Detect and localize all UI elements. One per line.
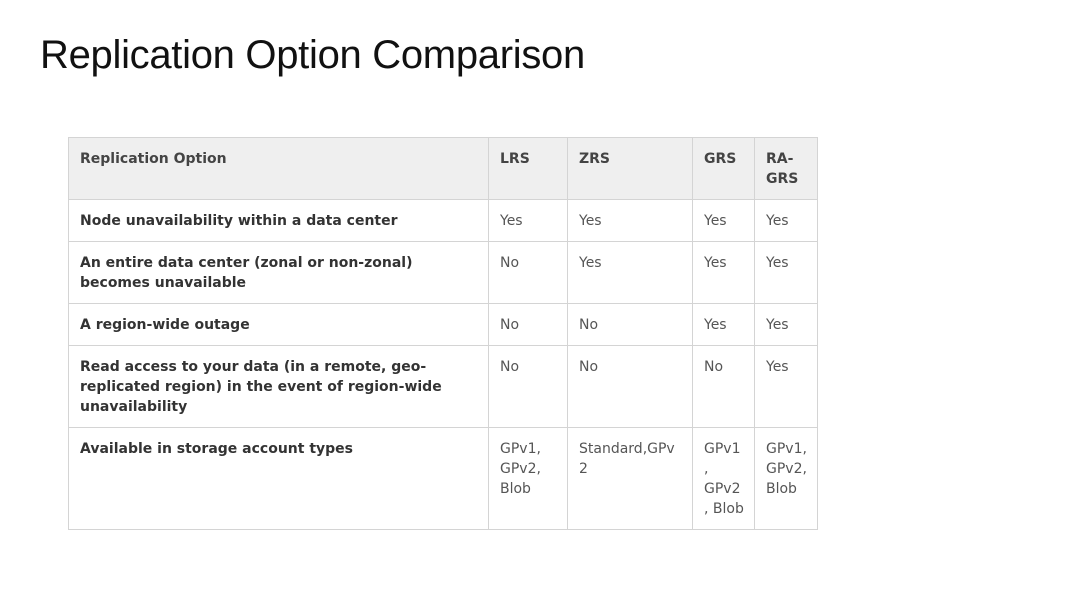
- column-header-replication-option: Replication Option: [68, 137, 489, 200]
- row-label: Available in storage account types: [68, 427, 489, 530]
- cell-grs: Yes: [692, 199, 755, 242]
- cell-lrs: Yes: [488, 199, 568, 242]
- column-header-lrs: LRS: [488, 137, 568, 200]
- row-label: An entire data center (zonal or non-zona…: [68, 241, 489, 304]
- column-header-grs: GRS: [692, 137, 755, 200]
- cell-grs: Yes: [692, 241, 755, 304]
- table-row: A region-wide outage No No Yes Yes: [68, 303, 818, 346]
- row-label: Read access to your data (in a remote, g…: [68, 345, 489, 428]
- cell-ra-grs: Yes: [754, 241, 818, 304]
- cell-ra-grs: Yes: [754, 345, 818, 428]
- cell-zrs: No: [567, 345, 693, 428]
- cell-lrs: No: [488, 241, 568, 304]
- cell-zrs: Yes: [567, 241, 693, 304]
- cell-zrs: No: [567, 303, 693, 346]
- cell-ra-grs: GPv1, GPv2, Blob: [754, 427, 818, 530]
- cell-lrs: No: [488, 303, 568, 346]
- cell-grs: GPv1, GPv2, Blob: [692, 427, 755, 530]
- cell-ra-grs: Yes: [754, 199, 818, 242]
- table-row: Read access to your data (in a remote, g…: [68, 345, 818, 428]
- cell-zrs: Yes: [567, 199, 693, 242]
- comparison-table: Replication Option LRS ZRS GRS RA-GRS No…: [68, 137, 818, 530]
- page-title: Replication Option Comparison: [40, 33, 585, 77]
- table-header-row: Replication Option LRS ZRS GRS RA-GRS: [68, 137, 818, 200]
- cell-ra-grs: Yes: [754, 303, 818, 346]
- table-row: Node unavailability within a data center…: [68, 199, 818, 242]
- table-row: An entire data center (zonal or non-zona…: [68, 241, 818, 304]
- table-row: Available in storage account types GPv1,…: [68, 427, 818, 530]
- cell-grs: Yes: [692, 303, 755, 346]
- column-header-zrs: ZRS: [567, 137, 693, 200]
- column-header-ra-grs: RA-GRS: [754, 137, 818, 200]
- cell-lrs: GPv1, GPv2, Blob: [488, 427, 568, 530]
- row-label: A region-wide outage: [68, 303, 489, 346]
- row-label: Node unavailability within a data center: [68, 199, 489, 242]
- cell-grs: No: [692, 345, 755, 428]
- cell-lrs: No: [488, 345, 568, 428]
- cell-zrs: Standard,GPv2: [567, 427, 693, 530]
